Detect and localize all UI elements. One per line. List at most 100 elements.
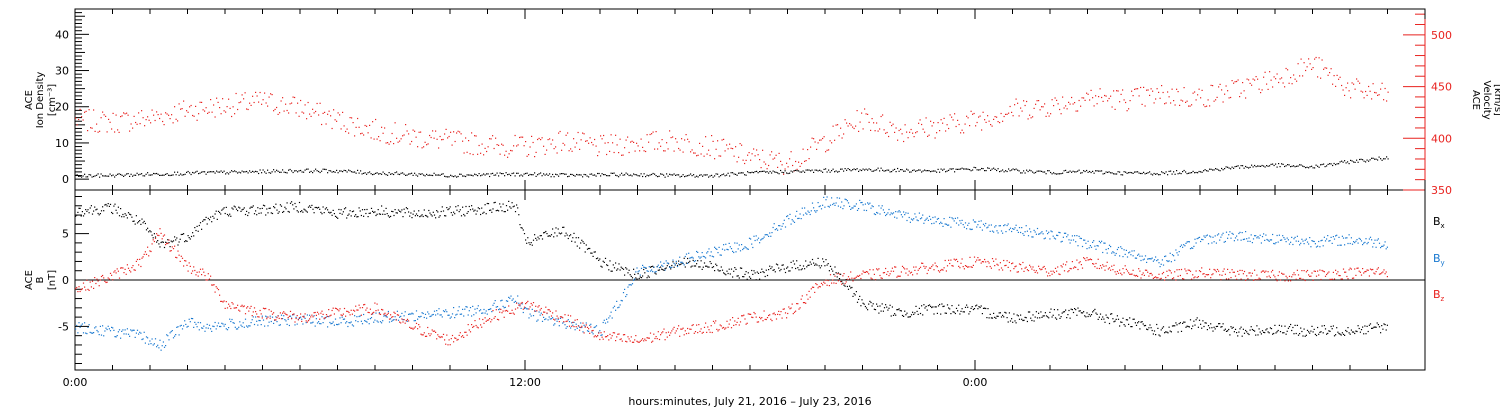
b-bx-point (220, 213, 222, 215)
b-by-point (289, 315, 292, 317)
b-bz-point (386, 313, 388, 315)
b-by-point (242, 322, 244, 324)
b-bx-point (1227, 330, 1229, 332)
b-bx-point (1319, 331, 1321, 333)
b-bx-point (322, 206, 324, 208)
b-bz-point (131, 267, 133, 269)
b-bx-point (250, 206, 252, 208)
b-bz-point (471, 324, 473, 326)
b-by-point (213, 325, 215, 328)
b-bx-point (1264, 332, 1266, 334)
velocity-point (295, 112, 297, 114)
b-bz-point (399, 321, 401, 323)
b-bx-point (935, 306, 937, 308)
density-point (196, 170, 198, 172)
velocity-point (1093, 105, 1095, 107)
velocity-point (1222, 101, 1224, 103)
b-by-point (514, 300, 517, 302)
velocity-point (1075, 110, 1077, 112)
velocity-point (244, 92, 246, 94)
b-bz-point (712, 320, 715, 322)
b-by-point (1222, 232, 1224, 234)
velocity-point (1357, 80, 1359, 82)
b-by-point (548, 316, 550, 318)
b-by-point (169, 332, 171, 334)
velocity-point (705, 136, 707, 138)
b-bx-point (1014, 320, 1016, 322)
b-bx-point (1247, 332, 1249, 335)
b-bx-point (652, 265, 654, 267)
density-point (364, 172, 366, 174)
density-point (654, 173, 656, 175)
b-by-point (215, 328, 217, 330)
b-bx-point (990, 317, 992, 319)
density-point (1141, 172, 1143, 175)
b-by-point (451, 313, 454, 315)
b-by-point (708, 248, 710, 250)
velocity-point (982, 111, 984, 113)
b-bx-point (1156, 323, 1158, 326)
density-point (117, 173, 119, 175)
density-point (265, 172, 267, 174)
b-bx-point (494, 201, 496, 203)
b-by-point (1229, 231, 1231, 233)
b-bx-point (82, 215, 85, 217)
b-by-point (1214, 235, 1216, 237)
density-point (990, 169, 992, 171)
density-point (1077, 170, 1079, 172)
b-bx-point (432, 211, 434, 213)
density-point (627, 173, 629, 175)
b-bz-point (663, 328, 665, 330)
density-point (1380, 158, 1382, 160)
b-bx-point (868, 303, 870, 305)
velocity-point (303, 112, 305, 114)
b-bx-point (440, 210, 442, 213)
density-point (201, 171, 203, 173)
density-point (691, 175, 693, 177)
b-bx-point (597, 257, 599, 259)
density-point (208, 171, 210, 173)
velocity-point (621, 154, 623, 156)
b-by-point (903, 211, 905, 213)
velocity-point (1170, 102, 1172, 104)
velocity-point (124, 113, 126, 115)
b-bz-point (221, 300, 223, 302)
velocity-point (394, 122, 396, 124)
b-bx-point (817, 257, 819, 259)
velocity-point (529, 146, 531, 148)
b-bx-point (341, 213, 343, 215)
density-point (988, 167, 990, 169)
b-by-point (888, 208, 890, 211)
b-bx-point (1279, 331, 1282, 333)
b-by-point (1194, 238, 1196, 240)
b-by-point (224, 323, 226, 325)
b-bx-point (517, 207, 519, 209)
b-bz-point (77, 291, 79, 293)
density-point (316, 170, 318, 172)
b-bx-point (1209, 327, 1211, 329)
b-by-point (696, 250, 698, 253)
velocity-point (337, 112, 339, 114)
b-bx-point (1189, 319, 1192, 321)
top-panel-frame (74, 8, 1426, 191)
density-point (472, 175, 474, 177)
density-point (1329, 163, 1331, 165)
velocity-point (883, 129, 885, 131)
b-bx-point (131, 216, 133, 218)
b-by-point (1351, 243, 1354, 245)
b-by-point (923, 222, 925, 224)
b-by-point (469, 307, 472, 309)
b-by-point (95, 326, 97, 328)
b-bz-point (156, 233, 158, 235)
density-point (753, 172, 755, 174)
b-bz-point (445, 343, 447, 345)
b-by-point (917, 220, 919, 222)
velocity-point (247, 108, 249, 111)
density-point (573, 174, 575, 176)
velocity-point (984, 119, 986, 121)
b-bz-point (318, 313, 320, 315)
density-point (304, 169, 306, 171)
b-by-point (1089, 245, 1091, 247)
density-point (1213, 169, 1215, 171)
velocity-point (894, 131, 896, 133)
